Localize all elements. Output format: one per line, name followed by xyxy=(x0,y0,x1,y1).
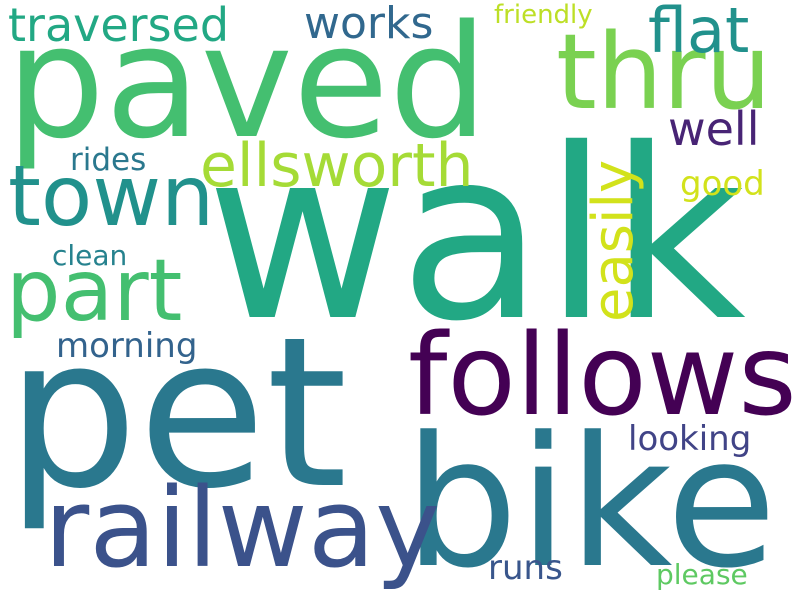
word-railway: railway xyxy=(44,464,441,592)
word-looking: looking xyxy=(628,419,752,459)
word-town: town xyxy=(8,147,215,245)
word-well: well xyxy=(668,102,760,156)
word-flat: flat xyxy=(648,0,750,67)
word-morning: morning xyxy=(56,326,198,366)
word-ellsworth: ellsworth xyxy=(200,131,474,201)
word-easily: easily xyxy=(581,159,646,322)
word-runs: runs xyxy=(488,548,563,588)
word-rides: rides xyxy=(70,142,147,178)
word-thru: thru xyxy=(556,11,772,133)
word-good: good xyxy=(680,164,765,204)
word-paved: paved xyxy=(6,0,488,173)
word-please: please xyxy=(656,558,748,591)
word-part: part xyxy=(6,241,183,341)
word-friendly: friendly xyxy=(494,0,593,30)
word-follows: follows xyxy=(408,311,797,441)
word-traversed: traversed xyxy=(8,0,230,52)
word-pet: pet xyxy=(6,293,348,535)
word-bike: bike xyxy=(404,399,777,600)
word-clean: clean xyxy=(52,239,128,272)
word-works: works xyxy=(304,0,434,49)
word-walk: walk xyxy=(206,98,746,373)
